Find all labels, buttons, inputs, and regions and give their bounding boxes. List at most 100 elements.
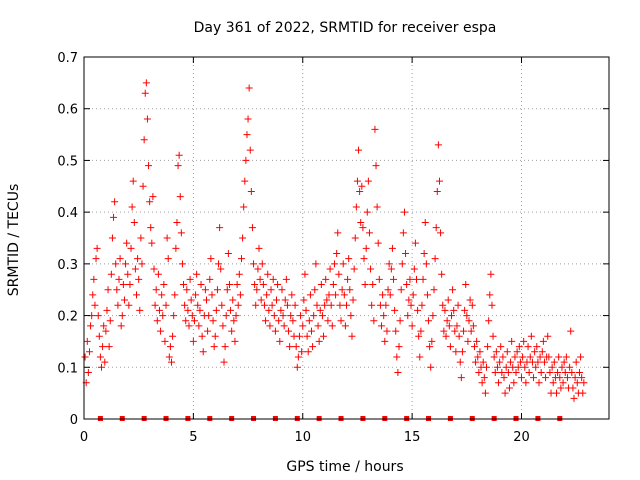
data-point: [99, 343, 107, 351]
data-point: [510, 379, 518, 387]
data-point: [176, 193, 184, 201]
data-point: [403, 281, 411, 289]
data-point: [245, 84, 253, 92]
data-point: [312, 260, 320, 268]
data-point: [155, 306, 163, 314]
data-point: [289, 317, 297, 325]
data-point: [381, 337, 389, 345]
data-point: [507, 358, 515, 366]
data-point: [415, 332, 423, 340]
data-point: [282, 275, 290, 283]
data-point: [496, 358, 504, 366]
data-point: [409, 291, 417, 299]
data-point: [114, 301, 122, 309]
x-tick-label: 10: [294, 430, 311, 445]
data-point: [573, 379, 581, 387]
data-point: [163, 234, 171, 242]
data-point: [346, 286, 354, 294]
data-point: [300, 296, 308, 304]
data-point: [554, 368, 562, 376]
data-point: [257, 296, 265, 304]
data-point: [579, 389, 587, 397]
data-point: [530, 374, 538, 382]
data-point: [434, 141, 442, 149]
data-point: [287, 312, 295, 320]
data-point: [540, 358, 548, 366]
data-point: [204, 327, 212, 335]
data-point: [414, 306, 422, 314]
data-point: [448, 312, 455, 320]
data-point: [208, 291, 216, 299]
data-point: [413, 275, 420, 283]
data-point: [278, 286, 286, 294]
data-point: [223, 286, 231, 294]
data-point: [464, 337, 472, 345]
data-point: [337, 317, 345, 325]
data-point: [394, 368, 402, 376]
data-point: [181, 301, 189, 309]
data-point: [240, 203, 248, 211]
data-point: [408, 322, 416, 330]
data-point: [201, 286, 209, 294]
data-point: [161, 337, 169, 345]
data-point: [285, 327, 293, 335]
data-point: [122, 260, 130, 268]
data-point: [100, 322, 108, 330]
data-point: [95, 332, 103, 340]
data-point: [432, 224, 440, 232]
data-point: [398, 260, 406, 268]
data-point: [544, 332, 552, 340]
data-point: [457, 374, 465, 382]
data-point: [349, 296, 357, 304]
data-point: [521, 363, 529, 371]
data-point: [450, 306, 458, 314]
data-point: [177, 229, 185, 237]
data-point: [205, 312, 213, 320]
data-point: [116, 255, 124, 263]
data-point: [419, 275, 427, 283]
data-point: [372, 162, 380, 170]
data-point: [255, 244, 263, 252]
data-point: [207, 255, 215, 263]
data-point: [559, 379, 567, 387]
data-point: [380, 312, 388, 320]
data-point: [210, 343, 218, 351]
data-point: [138, 260, 146, 268]
data-point: [418, 301, 426, 309]
data-point: [117, 322, 125, 330]
y-tick-label: 0.6: [57, 103, 78, 118]
y-axis-label: SRMTID / TECUs: [6, 184, 22, 297]
data-point: [124, 270, 132, 278]
data-point: [338, 286, 346, 294]
data-point: [131, 265, 139, 273]
data-point: [532, 363, 540, 371]
data-point: [184, 306, 192, 314]
data-point: [382, 301, 390, 309]
data-point: [563, 374, 571, 382]
data-point: [429, 312, 437, 320]
data-point: [160, 281, 168, 289]
data-point: [371, 125, 379, 133]
data-point: [486, 291, 494, 299]
data-point: [452, 348, 460, 356]
data-point: [157, 327, 165, 335]
data-point: [90, 275, 98, 283]
data-point: [123, 239, 131, 247]
data-point: [292, 343, 300, 351]
data-point: [317, 281, 325, 289]
data-point: [444, 296, 452, 304]
data-point: [159, 312, 167, 320]
data-point: [84, 368, 92, 376]
data-point: [397, 286, 405, 294]
data-point: [469, 322, 477, 330]
data-point: [461, 306, 469, 314]
data-point: [92, 255, 100, 263]
data-point: [488, 301, 496, 309]
data-point: [379, 291, 387, 299]
data-point: [344, 275, 352, 283]
data-point: [525, 368, 533, 376]
data-point: [442, 332, 450, 340]
data-point: [110, 213, 118, 221]
data-point: [222, 312, 230, 320]
data-point: [341, 322, 349, 330]
